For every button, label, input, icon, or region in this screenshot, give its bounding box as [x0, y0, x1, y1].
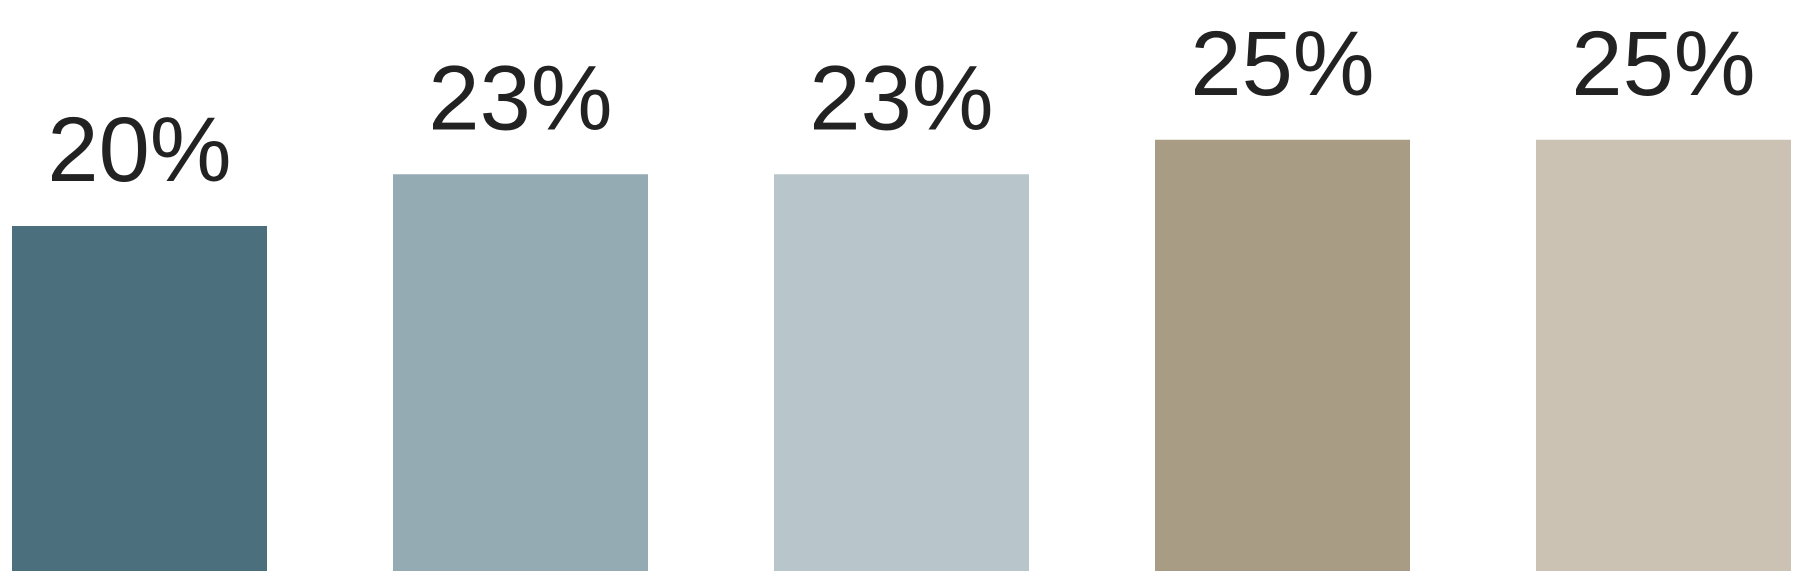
bar: [12, 226, 267, 571]
bar: [393, 174, 648, 571]
value-label: 23%: [428, 47, 612, 149]
value-label: 25%: [1190, 13, 1374, 115]
bar: [774, 174, 1029, 571]
value-label: 23%: [809, 47, 993, 149]
bar: [1155, 139, 1410, 571]
value-label: 20%: [47, 99, 231, 201]
value-label: 25%: [1571, 13, 1755, 115]
bar: [1536, 139, 1791, 571]
